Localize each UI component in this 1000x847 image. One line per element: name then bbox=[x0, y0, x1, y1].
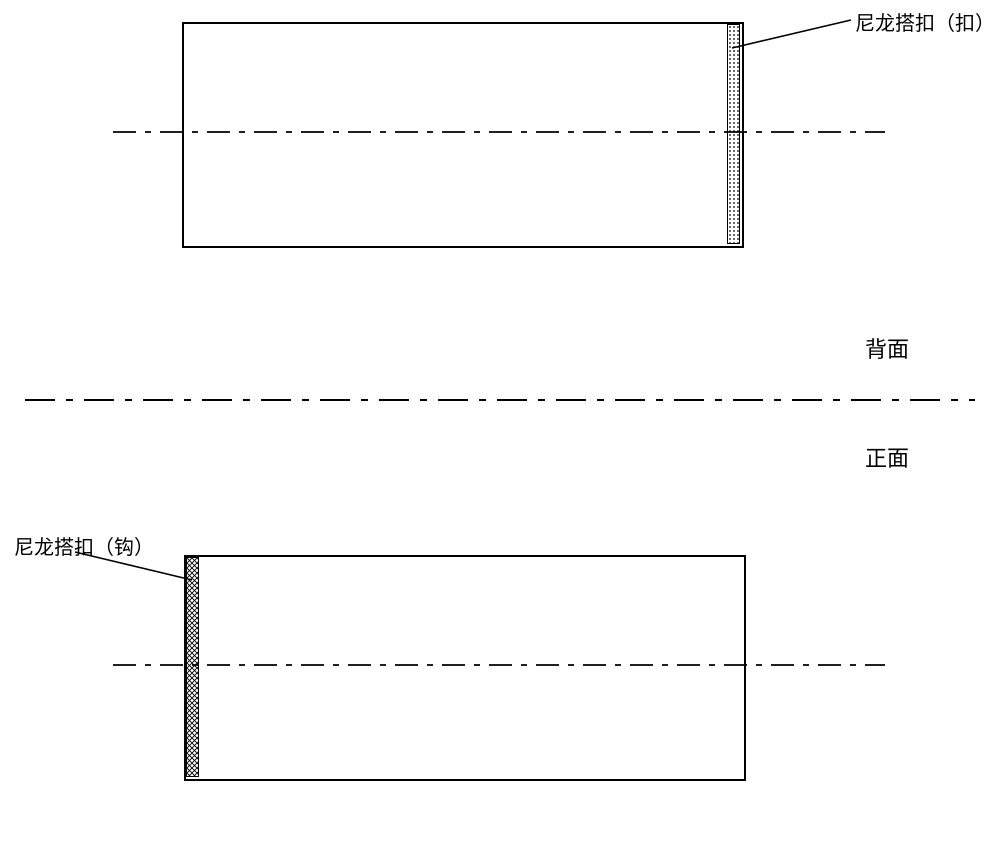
top-rect bbox=[182, 22, 744, 248]
top-strip-loop bbox=[727, 24, 740, 244]
label-back: 背面 bbox=[865, 332, 909, 364]
bottom-strip-hook bbox=[186, 557, 199, 777]
label-front: 正面 bbox=[865, 441, 909, 473]
bottom-rect bbox=[184, 555, 746, 781]
bottom-strip-label: 尼龙搭扣（钩） bbox=[14, 531, 154, 560]
top-strip-label: 尼龙搭扣（扣） bbox=[855, 7, 995, 36]
